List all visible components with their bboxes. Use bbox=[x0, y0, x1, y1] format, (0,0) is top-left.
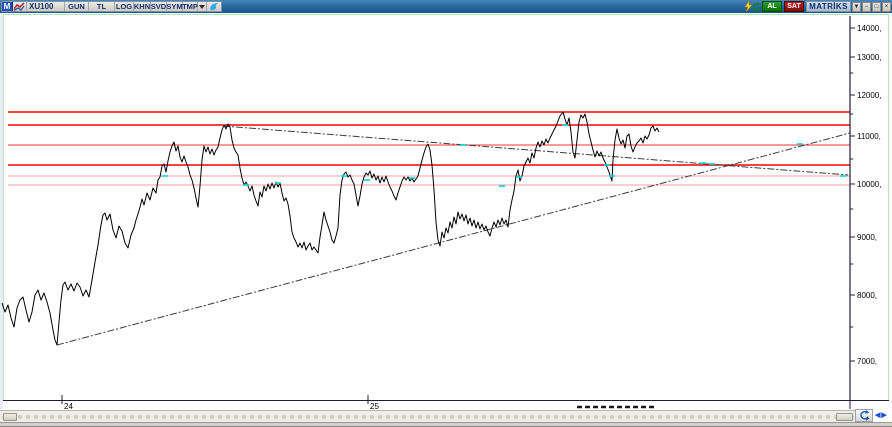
buy-button[interactable]: AL bbox=[762, 1, 782, 12]
triangle-glyph bbox=[199, 4, 205, 9]
price-line bbox=[1, 111, 660, 346]
toolbar-button-khn[interactable]: KHN bbox=[133, 2, 151, 11]
y-axis-label: 7000, bbox=[857, 357, 877, 366]
left-frame-strip bbox=[0, 13, 3, 422]
trendline-up[interactable] bbox=[56, 132, 851, 346]
x-axis-label: 24 bbox=[64, 402, 73, 410]
y-axis-label: 11000, bbox=[857, 132, 881, 141]
window-controls: ▼ − □ × bbox=[852, 1, 891, 12]
y-axis-label: 12000, bbox=[857, 91, 881, 100]
plot-area[interactable] bbox=[3, 14, 889, 401]
window-menu-button[interactable]: ▼ bbox=[852, 1, 861, 12]
sync-arrows-icon bbox=[860, 409, 870, 421]
brand-label: MATRİKS bbox=[806, 1, 851, 12]
toolbar-button-tl[interactable]: TL bbox=[89, 2, 115, 11]
horizontal-scrollbar[interactable] bbox=[0, 410, 855, 422]
sell-button[interactable]: SAT bbox=[784, 1, 804, 12]
twitter-bird-glyph bbox=[210, 2, 219, 11]
toolbar-button-gun[interactable]: GUN bbox=[65, 2, 89, 11]
matriks-logo-icon[interactable]: M bbox=[2, 2, 13, 11]
x-axis-label: 25 bbox=[370, 402, 379, 410]
close-button[interactable]: × bbox=[882, 1, 891, 12]
mini-chart-glyph bbox=[14, 2, 25, 11]
scroll-nav-arrows: ◀ ▶ bbox=[875, 411, 887, 419]
scroll-left-icon[interactable]: ◀ bbox=[875, 412, 881, 419]
scroll-right-icon[interactable]: ▶ bbox=[881, 412, 887, 419]
toolbar-button-log[interactable]: LOG bbox=[115, 2, 134, 11]
scrollbar-corner: ◀ ▶ bbox=[855, 408, 892, 422]
restore-button[interactable]: □ bbox=[872, 1, 881, 12]
scrollbar-right-handle[interactable] bbox=[836, 413, 853, 421]
y-axis-label: 14000, bbox=[857, 24, 881, 33]
lightning-icon[interactable] bbox=[744, 1, 752, 12]
chevron-down-icon[interactable] bbox=[198, 2, 207, 11]
refresh-glyph bbox=[753, 1, 761, 11]
window-bottom-edge bbox=[0, 422, 892, 426]
toolbar-button-tmp[interactable]: TMP bbox=[182, 2, 198, 11]
y-axis-label: 10000, bbox=[857, 180, 881, 189]
y-axis-label: 9000, bbox=[857, 233, 877, 242]
symbol-label[interactable]: XU100 bbox=[27, 2, 65, 11]
minimize-button[interactable]: − bbox=[862, 1, 871, 12]
twitter-icon[interactable] bbox=[207, 2, 221, 11]
toolbar-left-group: M XU100 GUN TL LOG KHN SVD SYM TMP bbox=[1, 1, 222, 12]
chart-toolbar: M XU100 GUN TL LOG KHN SVD SYM TMP bbox=[0, 0, 892, 13]
scrollbar-thumb[interactable] bbox=[3, 413, 17, 421]
toolbar-button-sym[interactable]: SYM bbox=[166, 2, 183, 11]
toolbar-button-svd[interactable]: SVD bbox=[150, 2, 167, 11]
lightning-glyph bbox=[744, 1, 752, 12]
refresh-icon[interactable] bbox=[752, 1, 761, 12]
y-axis-label: 8000, bbox=[857, 291, 877, 300]
y-axis-label: 13000, bbox=[857, 53, 881, 62]
sync-button[interactable] bbox=[855, 408, 873, 422]
chart-type-icon[interactable] bbox=[13, 2, 27, 11]
price-chart-canvas[interactable]: 14000, 13000, 12000, 11000, 10000, 9000, 8000,… bbox=[0, 13, 892, 410]
